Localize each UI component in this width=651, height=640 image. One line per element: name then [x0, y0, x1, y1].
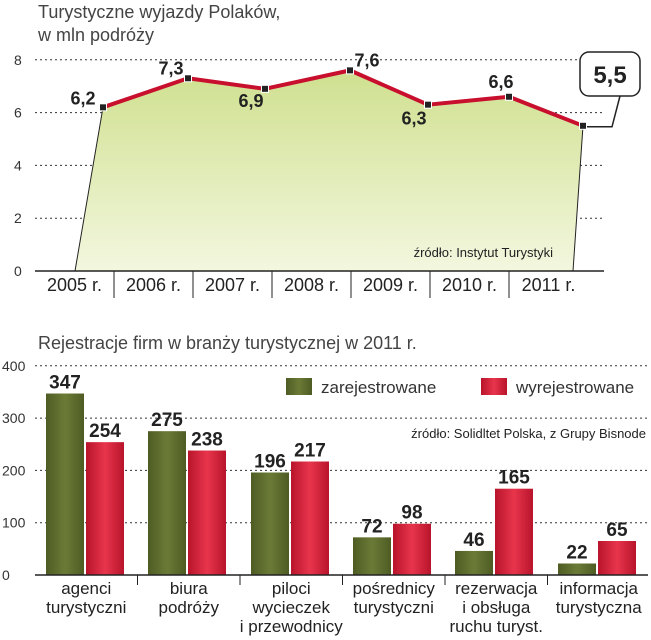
chart2-category-label: biura [170, 579, 208, 598]
chart1-point [99, 103, 107, 112]
chart1-callout-value: 5,5 [593, 62, 626, 89]
chart1-value-label: 6,3 [401, 109, 426, 129]
chart1-value-label: 6,2 [70, 88, 95, 108]
chart2-category-label: turystyczna [556, 598, 643, 617]
chart1-y-tick: 6 [14, 105, 22, 121]
chart1-point [184, 74, 192, 83]
chart1-value-label: 6,9 [238, 91, 263, 111]
chart1-title: Turystyczne wyjazdy Polaków, [38, 2, 280, 22]
chart2-category-label: turystyczni [46, 598, 126, 617]
chart1-area-layer: 6,2 7,3 6,9 7,6 6,3 6,6 5,5 [70, 50, 641, 272]
bar-deregistered [598, 541, 636, 575]
chart2-bars: 347 254 275 238 196 217 72 98 46 165 22 65 [46, 373, 636, 575]
chart1-value-label: 7,3 [158, 58, 183, 78]
chart1-subtitle: w mln podróży [37, 25, 154, 45]
chart2-y-tick: 100 [2, 515, 26, 531]
bar-registered [455, 550, 493, 575]
legend-swatch-deregistered [481, 378, 507, 395]
chart1-callout-box [579, 51, 641, 97]
chart2-category-label: piloci [272, 579, 311, 598]
chart2-x-axis: agenciturystycznibiurapodróżypilociwycie… [35, 574, 648, 636]
bar-deregistered [495, 488, 533, 575]
chart2-category-label: ruchu turyst. [449, 617, 543, 636]
bar-deregistered [291, 461, 329, 575]
chart1-x-tick: 2006 r. [126, 275, 181, 295]
chart1-x-tick: 2011 r. [522, 275, 576, 295]
bar-registered [558, 563, 596, 575]
chart1-y-tick: 4 [14, 157, 22, 173]
chart1-point [505, 92, 513, 101]
chart2-title: Rejestracje firm w branży turystycznej w… [38, 333, 417, 353]
chart2-category-label: i przewodnicy [240, 617, 343, 636]
bar-deregistered [86, 442, 124, 575]
bar-registered [251, 472, 289, 575]
registrations-bar-chart: Rejestracje firm w branży turystycznej w… [2, 333, 648, 636]
chart1-value-label: 7,6 [354, 50, 379, 70]
chart2-category-label: agenci [61, 579, 111, 598]
chart1-value-label: 6,6 [488, 72, 513, 92]
bar-registered [46, 393, 84, 575]
chart2-y-tick: 400 [2, 358, 26, 374]
chart2-legend: zarejestrowane wyrejestrowane [286, 378, 634, 397]
bar-registered [353, 537, 391, 575]
chart2-source: źródło: Solidltet Polska, z Grupy Bisnod… [411, 426, 646, 441]
chart1-x-tick: 2008 r. [284, 275, 339, 295]
chart2-y-tick: 0 [2, 567, 10, 583]
chart2-category-label: podróży [159, 598, 220, 617]
chart2-y-tick: 300 [2, 410, 26, 426]
bar-value-label: 98 [401, 503, 422, 524]
chart2-y-axis: 0 100 200 300 400 [2, 358, 26, 583]
chart1-point [261, 84, 269, 93]
chart1-point [346, 66, 354, 75]
bar-value-label: 165 [498, 468, 530, 489]
chart1-x-tick: 2009 r. [363, 275, 418, 295]
chart1-x-axis: 2005 r. 2006 r. 2007 r. 2008 r. 2009 r. 2010 … [35, 270, 604, 298]
bar-deregistered [188, 450, 226, 575]
chart1-point [424, 100, 432, 109]
chart1-y-tick: 0 [14, 263, 22, 279]
legend-label-registered: zarejestrowane [321, 378, 436, 397]
chart2-category-label: informacja [560, 579, 639, 598]
bar-value-label: 196 [254, 451, 286, 472]
bar-value-label: 46 [463, 530, 484, 551]
bar-value-label: 275 [151, 410, 183, 431]
chart1-y-tick: 8 [14, 52, 22, 68]
chart2-category-label: rezerwacja [455, 579, 538, 598]
chart2-category-label: wycieczek [252, 598, 331, 617]
chart1-source: źródło: Instytut Turystyki [414, 245, 554, 260]
chart2-category-label: turystyczni [354, 598, 434, 617]
travel-line-chart: Turystyczne wyjazdy Polaków, w mln podró… [14, 2, 641, 298]
legend-swatch-registered [286, 378, 312, 395]
bar-value-label: 238 [191, 430, 223, 451]
bar-value-label: 72 [361, 516, 382, 537]
chart1-point [579, 121, 587, 130]
chart2-y-tick: 200 [2, 462, 26, 478]
chart1-y-tick: 2 [14, 210, 22, 226]
chart1-y-axis: 0 2 4 6 8 [14, 52, 22, 279]
chart1-x-tick: 2010 r. [442, 275, 497, 295]
bar-value-label: 65 [606, 520, 628, 541]
bar-value-label: 254 [89, 421, 121, 442]
chart1-callout-leader [587, 95, 621, 128]
legend-label-deregistered: wyrejestrowane [515, 378, 634, 397]
chart1-x-tick: 2005 r. [47, 275, 102, 295]
bar-value-label: 22 [566, 542, 587, 563]
bar-value-label: 347 [49, 373, 81, 394]
bar-value-label: 217 [294, 441, 326, 462]
bar-registered [148, 431, 186, 575]
chart1-x-tick: 2007 r. [205, 275, 260, 295]
chart2-category-label: i obsługa [462, 598, 531, 617]
chart2-gridlines [35, 365, 648, 524]
chart2-category-label: pośrednicy [353, 579, 436, 598]
bar-deregistered [393, 523, 431, 575]
